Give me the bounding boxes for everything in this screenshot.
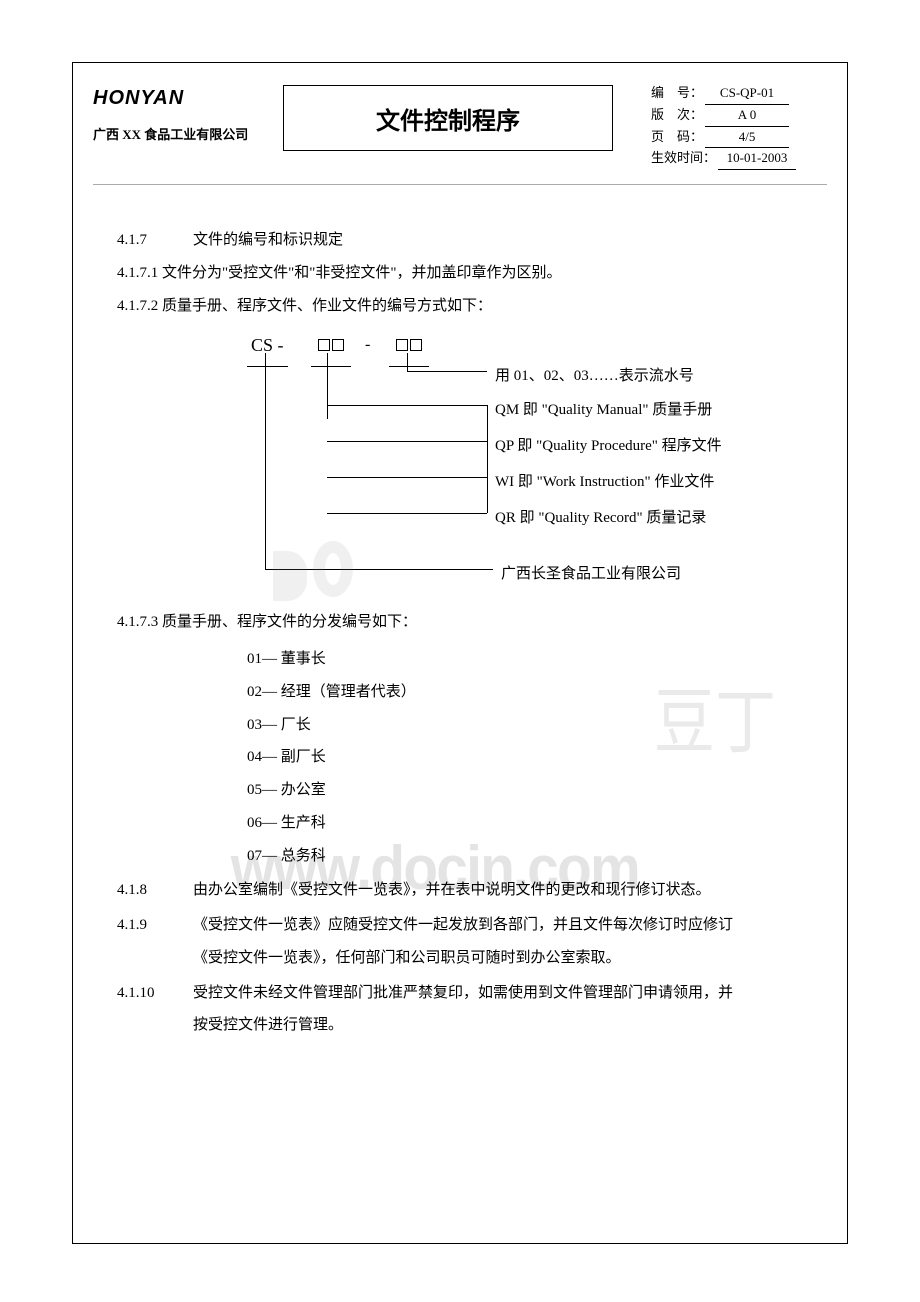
dist-item: 04— 副厂长 <box>117 742 803 773</box>
code-dash: - <box>365 329 370 362</box>
diagram-label-qm: QM 即 "Quality Manual" 质量手册 <box>495 395 712 426</box>
meta-page-label: 页 码： <box>651 127 703 149</box>
dist-item: 01— 董事长 <box>117 644 803 675</box>
code-placeholder-2 <box>389 327 429 367</box>
meta-page: 页 码： 4/5 <box>651 127 827 149</box>
meta-date: 生效时间： 10-01-2003 <box>651 148 827 170</box>
meta-date-value: 10-01-2003 <box>718 148 796 170</box>
section-number: 4.1.7 <box>117 225 193 256</box>
section-4-1-9: 4.1.9 《受控文件一览表》应随受控文件一起发放到各部门，并且文件每次修订时应… <box>117 910 803 974</box>
meta-code-label: 编 号： <box>651 83 703 105</box>
meta-version-value: A 0 <box>705 105 789 127</box>
document-meta: 编 号： CS-QP-01 版 次： A 0 页 码： 4/5 生效时间： 10… <box>651 81 827 170</box>
diagram-label-qp: QP 即 "Quality Procedure" 程序文件 <box>495 431 722 462</box>
diagram-line <box>327 353 328 419</box>
company-name-en: HONYAN <box>93 87 283 110</box>
diagram-line <box>265 353 266 569</box>
section-4-1-10: 4.1.10 受控文件未经文件管理部门批准严禁复印，如需使用到文件管理部门申请领… <box>117 978 803 1042</box>
dist-item: 07— 总务科 <box>117 841 803 872</box>
section-text: 《受控文件一览表》应随受控文件一起发放到各部门，并且文件每次修订时应修订 <box>193 910 803 941</box>
diagram-line <box>265 569 493 570</box>
dist-item: 05— 办公室 <box>117 775 803 806</box>
meta-version-label: 版 次： <box>651 105 703 127</box>
document-title: 文件控制程序 <box>283 85 613 151</box>
company-name-cn: 广西 XX 食品工业有限公司 <box>93 124 283 143</box>
section-4-1-8: 4.1.8 由办公室编制《受控文件一览表》，并在表中说明文件的更改和现行修订状态… <box>117 875 803 906</box>
diagram-line <box>327 477 487 478</box>
dist-item: 06— 生产科 <box>117 808 803 839</box>
diagram-line <box>487 405 488 513</box>
numbering-diagram: CS - - 用 01、02、03……表示流水号 QM 即 "Quality M… <box>193 327 803 597</box>
section-number: 4.1.10 <box>117 978 193 1009</box>
meta-page-value: 4/5 <box>705 127 789 149</box>
diagram-label-serial: 用 01、02、03……表示流水号 <box>495 361 694 392</box>
meta-date-label: 生效时间： <box>651 148 716 170</box>
diagram-line <box>407 353 408 371</box>
diagram-line <box>327 405 487 406</box>
section-text-cont: 《受控文件一览表》，任何部门和公司职员可随时到办公室索取。 <box>117 943 803 974</box>
dist-item: 02— 经理（管理者代表） <box>117 677 803 708</box>
section-4-1-7-3: 4.1.7.3 质量手册、程序文件的分发编号如下： <box>117 607 803 638</box>
watermark-logo <box>273 531 383 611</box>
section-text: 由办公室编制《受控文件一览表》，并在表中说明文件的更改和现行修订状态。 <box>193 875 803 906</box>
diagram-label-company: 广西长圣食品工业有限公司 <box>501 559 681 590</box>
code-placeholder-1 <box>311 327 351 367</box>
diagram-line <box>407 371 487 372</box>
meta-version: 版 次： A 0 <box>651 105 827 127</box>
code-prefix: CS - <box>247 327 288 367</box>
section-4-1-7-1: 4.1.7.1 文件分为"受控文件"和"非受控文件"，并加盖印章作为区别。 <box>117 258 803 289</box>
section-text: 受控文件未经文件管理部门批准严禁复印，如需使用到文件管理部门申请领用，并 <box>193 978 803 1009</box>
document-body: 4.1.7 文件的编号和标识规定 4.1.7.1 文件分为"受控文件"和"非受控… <box>73 185 847 1061</box>
distribution-list: 01— 董事长 02— 经理（管理者代表） 03— 厂长 04— 副厂长 05—… <box>117 644 803 871</box>
section-number: 4.1.8 <box>117 875 193 906</box>
section-text-cont: 按受控文件进行管理。 <box>117 1010 803 1041</box>
dist-item: 03— 厂长 <box>117 710 803 741</box>
diagram-line <box>327 513 487 514</box>
meta-code: 编 号： CS-QP-01 <box>651 83 827 105</box>
diagram-label-wi: WI 即 "Work Instruction" 作业文件 <box>495 467 714 498</box>
meta-code-value: CS-QP-01 <box>705 83 789 105</box>
diagram-line <box>327 441 487 442</box>
section-text: 文件的编号和标识规定 <box>193 225 803 256</box>
diagram-label-qr: QR 即 "Quality Record" 质量记录 <box>495 503 706 534</box>
section-4-1-7-2: 4.1.7.2 质量手册、程序文件、作业文件的编号方式如下： <box>117 291 803 322</box>
document-header: HONYAN 广西 XX 食品工业有限公司 文件控制程序 编 号： CS-QP-… <box>73 63 847 170</box>
company-block: HONYAN 广西 XX 食品工业有限公司 <box>93 81 283 170</box>
page-border: HONYAN 广西 XX 食品工业有限公司 文件控制程序 编 号： CS-QP-… <box>72 62 848 1244</box>
section-4-1-7: 4.1.7 文件的编号和标识规定 <box>117 225 803 256</box>
section-number: 4.1.9 <box>117 910 193 941</box>
